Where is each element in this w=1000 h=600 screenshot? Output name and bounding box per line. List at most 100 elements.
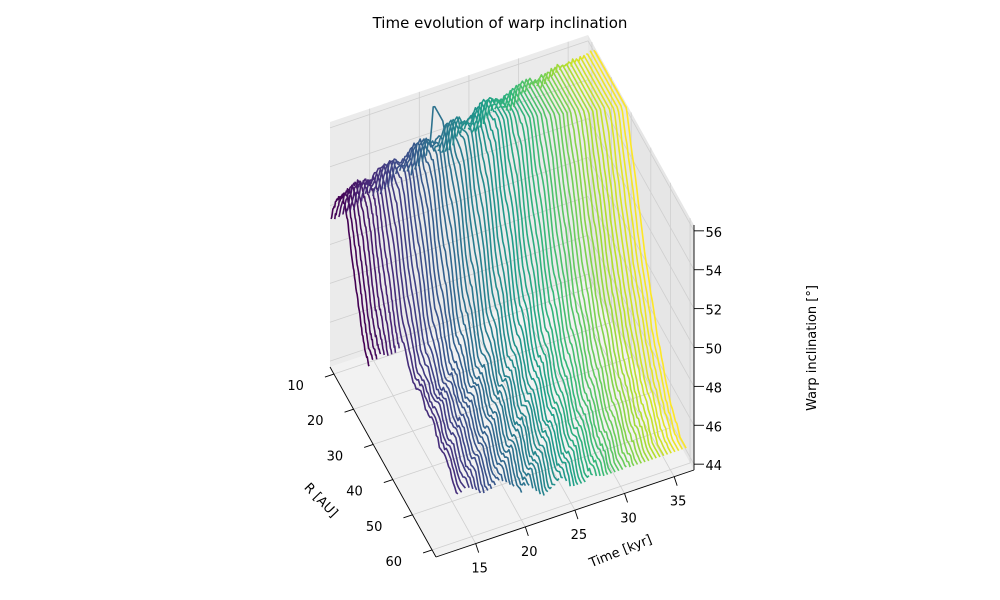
y-tick-label: 20 [521, 545, 538, 560]
x-tick [403, 514, 413, 519]
series-curve [589, 50, 684, 450]
y-tick-label: 25 [571, 528, 588, 543]
series-curve [425, 135, 523, 493]
series-curve [547, 67, 642, 464]
y-tick [524, 526, 529, 537]
series-curve [475, 98, 571, 487]
grid-line-z [587, 40, 695, 232]
series-curve [414, 138, 508, 483]
z-axis-label: Warp inclination [°] [805, 285, 820, 411]
series-curve [502, 89, 598, 477]
series-curve [330, 195, 370, 367]
series-curve [459, 112, 556, 486]
series-curve [356, 178, 397, 353]
series-curve [440, 119, 538, 492]
grid-line-z [329, 196, 589, 284]
y-tick [673, 476, 678, 486]
series-curve [539, 72, 635, 467]
series-curve [482, 97, 579, 486]
series-curve [478, 99, 575, 487]
series-curve [452, 116, 549, 493]
series-curve [379, 160, 474, 490]
grid-line-z [587, 196, 695, 387]
x-tick-label: 20 [307, 414, 324, 429]
grid-line-x [431, 462, 691, 551]
x-tick [364, 443, 374, 448]
y-tick-label: 30 [620, 511, 637, 526]
series-curve [513, 83, 609, 475]
chart-title: Time evolution of warp inclination [372, 14, 628, 32]
x-tick-label: 60 [386, 555, 403, 570]
series-curves [330, 49, 687, 496]
grid-line-z [587, 79, 695, 270]
series-curve [593, 49, 687, 449]
grid-line-z [587, 235, 695, 426]
y-axis-label: Time [kyr] [586, 532, 654, 571]
series-curve [383, 159, 478, 491]
x-axis-line [329, 366, 437, 558]
tick-marks: 10 20 30 40 50 60 15 20 25 30 35 44 46 48 50 52 54 56 [287, 226, 722, 577]
z-tick-label: 52 [705, 304, 722, 319]
series-curve [574, 58, 669, 455]
series-curve [376, 163, 470, 488]
x-tick-label: 50 [366, 520, 383, 535]
grid-line-z [329, 234, 589, 323]
series-curve [486, 98, 583, 484]
x-tick [383, 479, 393, 484]
series-curve [577, 55, 672, 454]
series-curve [353, 180, 393, 355]
series-curve [555, 63, 650, 462]
series-curve [581, 54, 676, 453]
series-curve [558, 64, 654, 460]
y-tick [475, 543, 480, 553]
series-curve [349, 179, 389, 356]
z-tick-label: 44 [705, 459, 722, 474]
series-curve [448, 116, 545, 496]
y-tick-label: 15 [471, 562, 488, 577]
x-tick-label: 40 [346, 485, 363, 500]
grid-line-y [369, 353, 477, 544]
series-curve [566, 61, 661, 458]
series-curve [509, 84, 605, 477]
series-curve [528, 79, 624, 470]
series-curve [563, 63, 657, 459]
series-curve [334, 192, 374, 361]
series-curve [543, 71, 639, 465]
y-tick [624, 493, 628, 503]
x-tick-label: 10 [287, 379, 304, 394]
series-curve [360, 175, 400, 349]
z-tick-label: 50 [705, 343, 722, 358]
z-tick-label: 46 [705, 420, 722, 435]
x-tick [422, 549, 433, 554]
y-tick [574, 510, 579, 520]
series-curve [345, 181, 385, 356]
series-curve [536, 74, 631, 468]
series-curve [444, 118, 542, 495]
grid-line-z [329, 40, 589, 129]
z-tick-label: 56 [705, 226, 722, 241]
series-curve [337, 188, 378, 360]
y-tick-label: 35 [670, 495, 687, 510]
series-curve [570, 58, 665, 457]
series-curve [364, 171, 459, 495]
series-curve [387, 158, 482, 494]
x-tick [324, 373, 335, 378]
series-curve [524, 77, 620, 472]
grid-line-x [392, 392, 651, 480]
series-curve [342, 184, 382, 355]
x-tick [344, 408, 354, 413]
series-curve [421, 138, 515, 487]
series-curve [368, 167, 463, 493]
x-axis-label: R [AU] [301, 480, 341, 520]
grid-line-z [329, 157, 589, 245]
x-tick-label: 30 [327, 449, 344, 464]
grid-line-z [587, 118, 695, 309]
z-tick-label: 48 [705, 381, 722, 396]
series-curve [585, 52, 680, 452]
series-curve [516, 80, 613, 474]
series-curve [410, 138, 504, 482]
z-tick-label: 54 [705, 265, 722, 280]
series-curve [532, 77, 627, 468]
